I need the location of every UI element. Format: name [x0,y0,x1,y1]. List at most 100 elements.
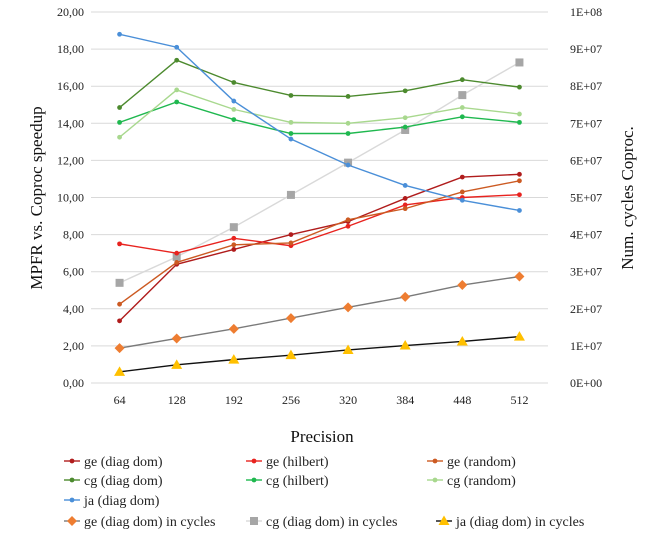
series-point [286,190,295,199]
legend-point [69,497,75,503]
series-ja-diag-dom [117,31,522,213]
x-tick-label: 128 [168,393,186,407]
series-point [517,119,522,125]
series-point [459,77,465,83]
series-layer [114,31,525,376]
series-point [174,57,180,63]
legend-point [251,458,257,464]
series-point [228,323,239,334]
series-point [117,31,122,37]
series-point [342,344,354,354]
series-point [345,131,351,136]
series-point [114,366,126,376]
series-point [402,196,408,201]
legend-label: cg (diag dom) [84,474,163,489]
series-point [517,178,522,184]
legend-label: ja (diag dom) in cycles [455,515,584,530]
right-axis-title: Num. cycles Coproc. [618,126,637,270]
left-axis-ticks: 0,00 2,00 4,00 6,00 8,00 10,00 12,00 14,00 16,00… [57,5,84,390]
series-point [345,120,351,126]
series-point [171,359,183,369]
series-point [345,94,351,99]
series-point [117,134,122,140]
series-ge-hilbert [117,192,522,256]
series-point [402,124,408,130]
series-line [119,335,520,373]
left-axis-title: MPFR vs. Coproc speedup [27,106,46,289]
legend-point [432,477,438,483]
legend-point [438,515,450,525]
left-tick-label: 0,00 [63,376,84,390]
series-point [231,106,237,112]
series-point [231,235,237,241]
series-point [401,125,410,134]
series-point [174,87,180,93]
series-point [174,44,180,50]
series-point [174,99,180,105]
series-point [517,84,522,90]
right-tick-label: 5E+07 [570,191,602,205]
series-point [459,174,465,180]
series-point [288,240,294,246]
legend-label: ge (diag dom) [84,455,163,470]
left-tick-label: 14,00 [57,116,84,130]
legend-label: ja (diag dom) [83,494,160,509]
series-point [117,105,122,110]
series-point [174,250,180,256]
series-point [517,208,522,213]
right-tick-label: 7E+07 [570,116,602,130]
series-point [231,98,237,104]
series-point [345,217,351,223]
series-point [231,242,237,248]
series-point [114,343,125,354]
series-point [517,192,522,198]
left-tick-label: 20,00 [57,5,84,19]
series-point [458,91,467,100]
right-axis-ticks: 0E+00 1E+07 2E+07 3E+07 4E+07 5E+07 6E+07 7E+07… [570,5,602,390]
series-cg-hilbert [117,99,522,136]
series-line [119,101,520,135]
series-point [345,223,351,229]
series-line [119,61,520,284]
legend-item: ja (diag dom) [64,494,160,509]
series-ge-diag-dom [117,171,522,324]
series-line [119,180,520,305]
series-point [288,136,294,142]
series-point [459,105,465,110]
right-tick-label: 4E+07 [570,228,602,242]
series-point [515,58,524,67]
series-ja-diag-dom-in-cycles [114,331,525,376]
x-tick-label: 448 [453,393,471,407]
legend-point [67,516,77,526]
legend-label: ge (diag dom) in cycles [84,515,215,530]
series-ge-diag-dom-in-cycles [114,271,525,354]
legend-item: ge (random) [427,455,516,470]
right-tick-label: 6E+07 [570,153,602,167]
series-point [115,278,124,287]
series-point [228,354,240,364]
x-tick-label: 64 [114,393,126,407]
right-tick-label: 3E+07 [570,265,602,279]
legend-item: cg (diag dom) [64,474,163,489]
legend-item: cg (diag dom) in cycles [246,515,397,530]
series-point [459,197,465,203]
series-line [119,275,520,349]
series-cg-diag-dom-in-cycles [115,58,524,287]
legend-point [69,477,75,483]
series-point [459,114,465,120]
legend-point [250,517,258,525]
x-tick-label: 192 [225,393,243,407]
right-tick-label: 2E+07 [570,302,602,316]
series-point [402,115,408,121]
right-tick-label: 9E+07 [570,42,602,56]
legend-point [69,458,75,464]
series-point [229,223,238,232]
gridlines [91,11,548,384]
series-point [288,131,294,136]
series-point [402,88,408,94]
series-point [513,331,525,341]
legend-label: ge (random) [447,455,516,470]
right-tick-label: 8E+07 [570,79,602,93]
legend-item: ge (hilbert) [246,455,329,470]
